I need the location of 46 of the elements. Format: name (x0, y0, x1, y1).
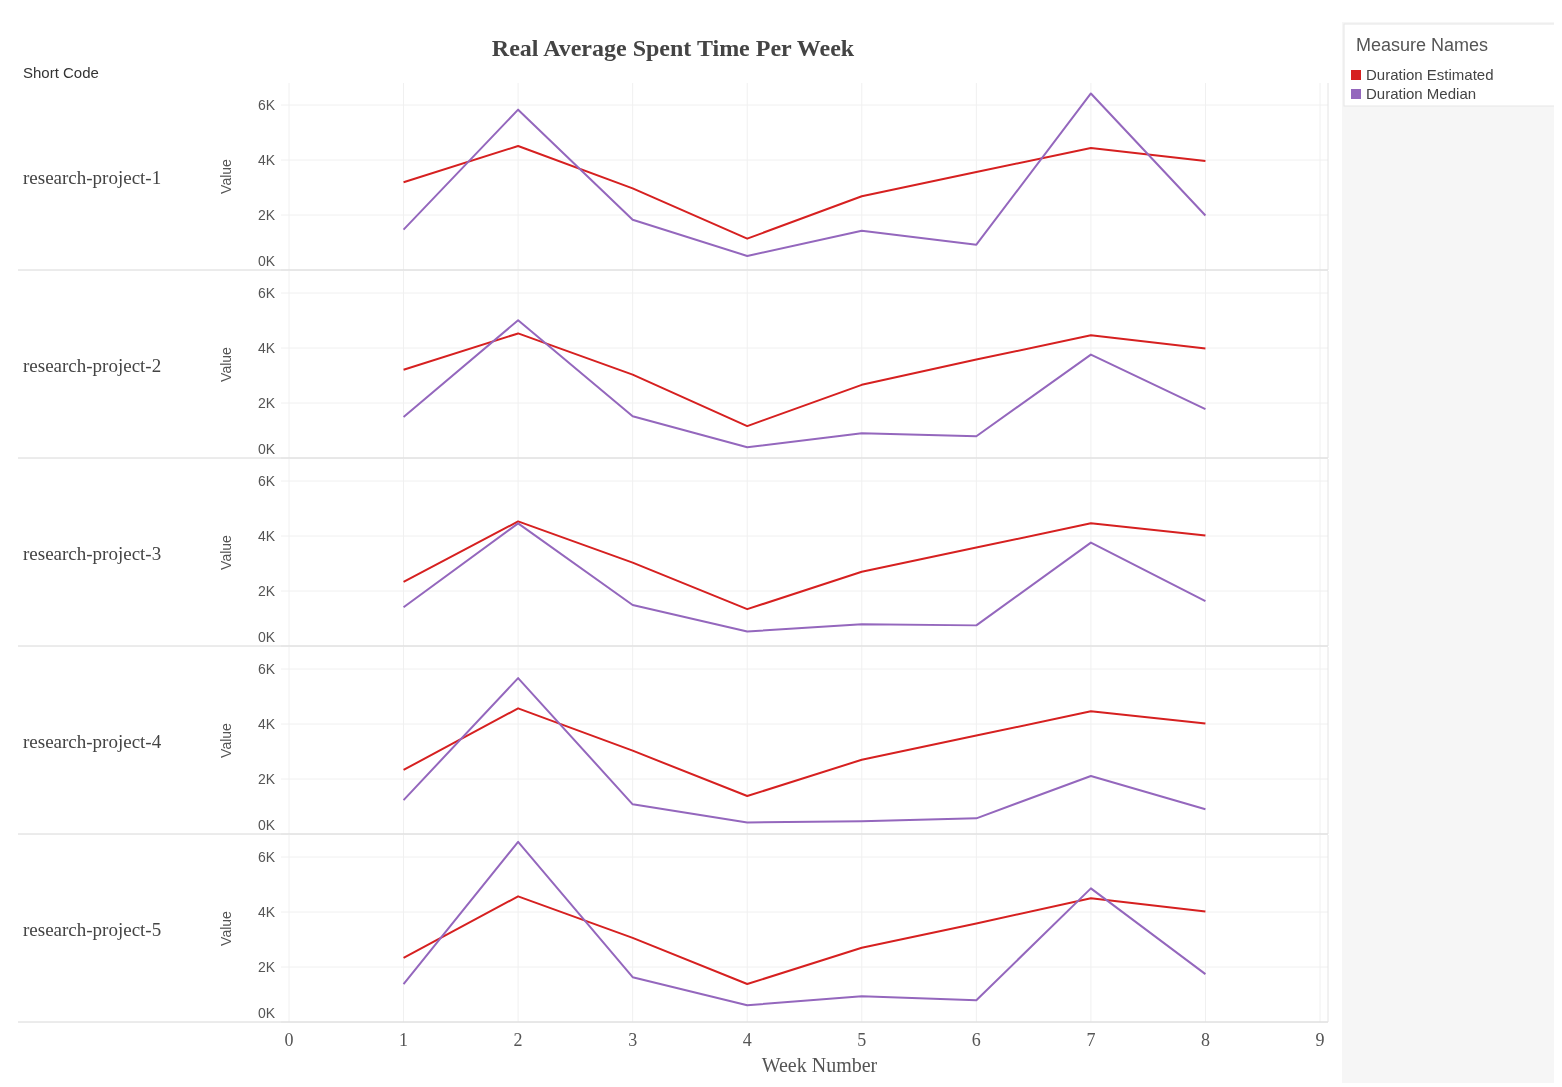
y-tick-label: 2K (257, 207, 276, 223)
y-tick-label: 6K (257, 285, 276, 301)
x-tick-label: 1 (399, 1030, 409, 1050)
x-tick-label: 4 (742, 1030, 752, 1050)
y-tick-label: 0K (257, 817, 276, 833)
y-axis-title: Value (218, 534, 234, 570)
x-tick-label: 9 (1315, 1030, 1325, 1050)
y-tick-label: 0K (257, 629, 276, 645)
legend-title: Measure Names (1356, 35, 1489, 55)
y-axis-title: Value (218, 346, 234, 382)
legend-label: Duration Estimated (1366, 66, 1494, 83)
y-tick-label: 4K (257, 152, 276, 168)
x-axis-title: Week Number (761, 1054, 878, 1076)
y-tick-label: 4K (257, 904, 276, 920)
x-tick-label: 3 (628, 1030, 638, 1050)
y-axis-title: Value (218, 158, 234, 194)
x-tick-label: 0 (284, 1030, 294, 1050)
y-tick-label: 2K (257, 771, 276, 787)
y-tick-label: 4K (257, 340, 276, 356)
text: research-project-4 (23, 730, 162, 752)
y-tick-label: 6K (257, 661, 276, 677)
y-axis-title: Value (218, 910, 234, 946)
y-tick-label: 0K (257, 441, 276, 457)
y-tick-label: 0K (257, 1005, 276, 1021)
y-tick-label: 2K (257, 583, 276, 599)
text: research-project-2 (23, 354, 162, 376)
y-tick-label: 6K (257, 97, 276, 113)
y-tick-label: 4K (257, 716, 276, 732)
y-tick-label: 2K (257, 959, 276, 975)
x-tick-label: 6 (971, 1030, 981, 1050)
legend-label: Duration Median (1366, 85, 1477, 102)
x-tick-label: 5 (857, 1030, 867, 1050)
y-tick-label: 4K (257, 528, 276, 544)
text: research-project-5 (23, 918, 162, 940)
y-axis-title: Value (218, 722, 234, 758)
y-tick-label: 6K (257, 473, 276, 489)
text: Short Code (23, 64, 99, 81)
chart-title: Real Average Spent Time Per Week (491, 35, 855, 61)
x-tick-label: 7 (1086, 1030, 1096, 1050)
y-tick-label: 2K (257, 395, 276, 411)
y-tick-label: 0K (257, 253, 276, 269)
text: research-project-3 (23, 542, 162, 564)
x-tick-label: 8 (1200, 1030, 1210, 1050)
y-tick-label: 6K (257, 849, 276, 865)
text: research-project-1 (23, 166, 162, 188)
x-tick-label: 2 (513, 1030, 523, 1050)
